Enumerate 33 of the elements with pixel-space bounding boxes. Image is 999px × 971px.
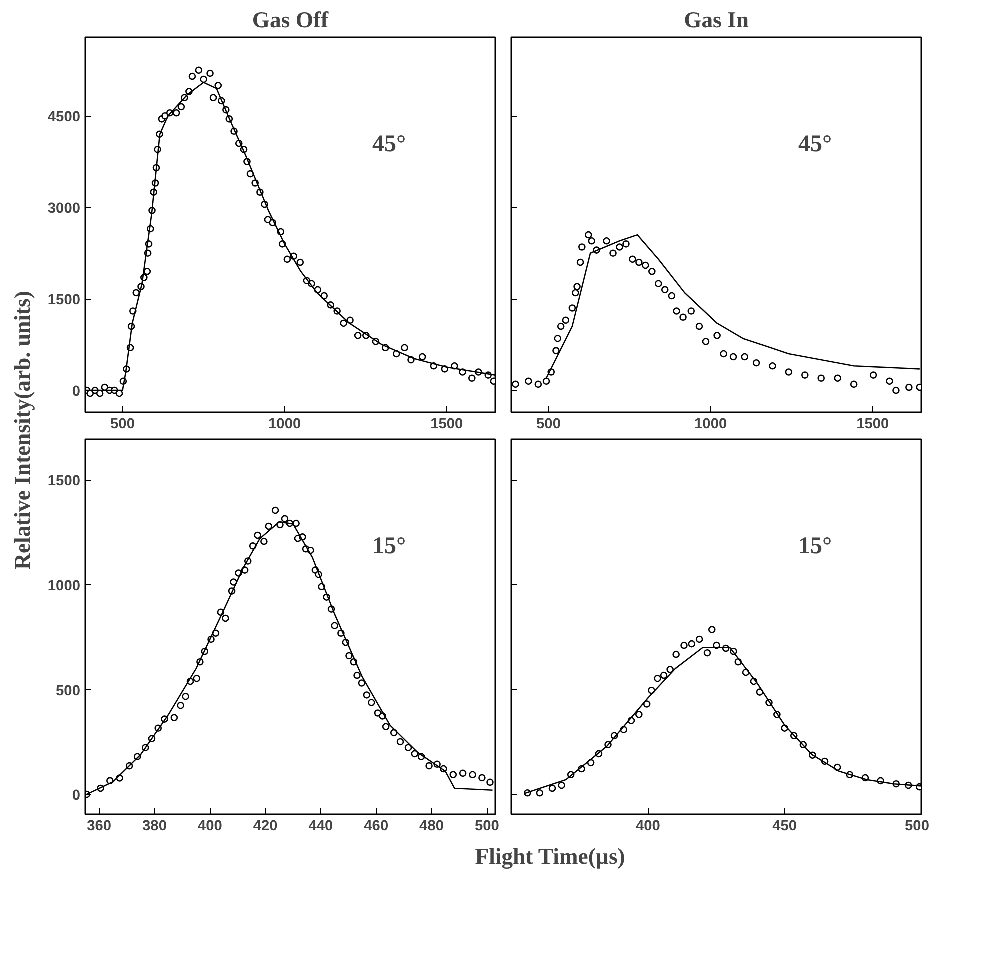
x-tick-label: 400 bbox=[198, 818, 222, 834]
x-tick-label: 500 bbox=[905, 818, 930, 834]
chart-title: Gas Off bbox=[252, 8, 330, 32]
x-tick-label: 1500 bbox=[430, 416, 464, 432]
annotation: 15° bbox=[798, 534, 832, 560]
x-tick-label: 460 bbox=[364, 818, 389, 834]
x-tick-label: 450 bbox=[772, 818, 798, 834]
x-tick-label: 1500 bbox=[856, 416, 890, 432]
x-tick-label: 500 bbox=[536, 416, 562, 432]
x-tick-label: 500 bbox=[474, 818, 500, 834]
x-axis-title: Flight Time(µs) bbox=[475, 844, 626, 869]
x-tick-label: 380 bbox=[142, 818, 167, 834]
y-axis-title: Relative Intensity(arb. units) bbox=[10, 291, 35, 570]
annotation: 45° bbox=[372, 132, 406, 158]
x-tick-label: 420 bbox=[253, 818, 278, 834]
y-tick-label: 1500 bbox=[48, 292, 81, 309]
chart-title: Gas In bbox=[684, 8, 750, 32]
y-tick-label: 0 bbox=[72, 788, 81, 804]
x-tick-label: 360 bbox=[87, 818, 112, 834]
x-tick-label: 1000 bbox=[268, 416, 302, 432]
y-tick-label: 0 bbox=[72, 384, 81, 400]
y-tick-label: 500 bbox=[56, 683, 81, 700]
y-tick-label: 4500 bbox=[48, 110, 81, 126]
x-tick-label: 440 bbox=[308, 818, 334, 834]
y-tick-label: 3000 bbox=[48, 201, 81, 218]
y-tick-label: 1500 bbox=[48, 474, 81, 490]
x-tick-label: 480 bbox=[420, 818, 444, 834]
x-tick-label: 400 bbox=[636, 818, 660, 834]
annotation: 15° bbox=[372, 534, 406, 560]
annotation: 45° bbox=[798, 132, 832, 158]
y-tick-label: 1000 bbox=[48, 578, 81, 594]
x-tick-label: 1000 bbox=[694, 416, 728, 432]
x-tick-label: 500 bbox=[110, 416, 136, 432]
